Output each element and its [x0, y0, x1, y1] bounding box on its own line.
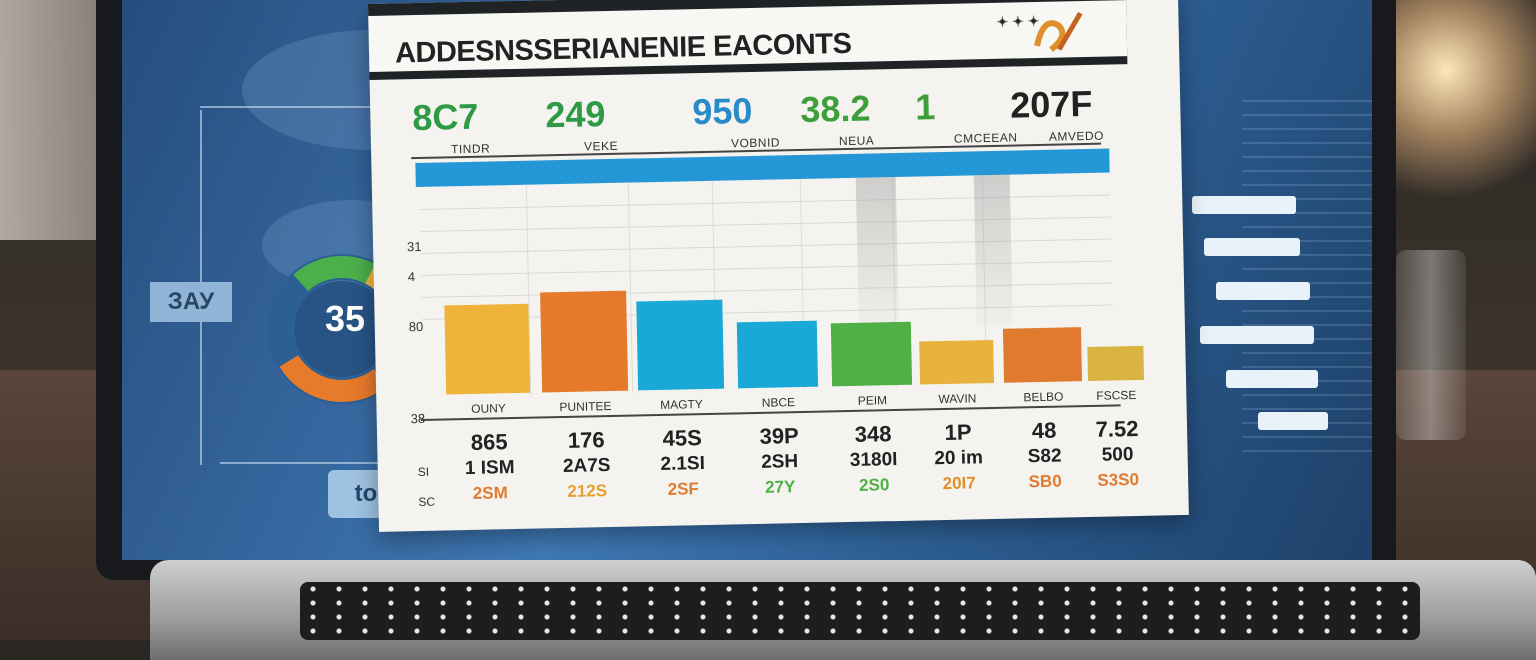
table-cell: 212S — [567, 481, 608, 501]
donut-segment — [293, 256, 376, 292]
keyboard — [300, 582, 1420, 640]
list-bar — [1258, 412, 1328, 430]
table-cell: 2SH — [760, 451, 799, 473]
kpi-value: 1 — [914, 86, 936, 128]
kpi-label: TINDR — [450, 141, 491, 157]
frame-line — [220, 462, 430, 464]
category-label: WAVIN — [938, 391, 977, 407]
list-bar — [1192, 196, 1296, 214]
bar-punitee — [540, 290, 629, 393]
bar-fscse — [1087, 345, 1145, 381]
bar-ouny — [444, 304, 531, 395]
y-tick-label: 80 — [408, 318, 424, 335]
table-cell: 20 im — [934, 447, 984, 470]
table-cell: 1P — [944, 419, 972, 446]
table-cell: 2SF — [667, 479, 700, 499]
window-light — [0, 0, 110, 240]
kpi-value: 950 — [691, 89, 753, 133]
frame-line — [200, 106, 410, 108]
category-label: NBCE — [761, 395, 796, 410]
table-cell: 20I7 — [942, 473, 976, 494]
y-tick-label: 4 — [407, 269, 416, 285]
list-bar — [1200, 326, 1314, 344]
kpi-label: NEUA — [838, 133, 875, 149]
row-label: SC — [418, 494, 436, 510]
kpi-value: 8C7 — [411, 95, 479, 139]
bar-nbce — [736, 320, 819, 389]
column-shade — [855, 176, 899, 328]
report-logo: ✦ ✦ ✦ — [996, 11, 1083, 53]
table-cell: 865 — [470, 429, 508, 455]
table-cell: 176 — [567, 427, 605, 453]
category-label: PEIM — [857, 393, 888, 408]
table-cell: 2S0 — [858, 475, 890, 495]
column-shade — [973, 174, 1013, 326]
table-cell: 2.1SI — [660, 453, 706, 475]
kpi-label: VEKE — [583, 138, 619, 154]
glass — [1396, 250, 1466, 440]
table-cell: 348 — [854, 421, 892, 447]
bar-magty — [636, 299, 725, 391]
list-bar — [1204, 238, 1300, 256]
gridline — [627, 182, 634, 393]
category-label: FSCSE — [1096, 387, 1137, 403]
y-tick-label: 31 — [406, 238, 422, 255]
kpi-value: 207F — [1009, 82, 1093, 126]
list-bar — [1216, 282, 1310, 300]
bar-peim — [830, 321, 913, 387]
right-panel-stripes — [1242, 100, 1372, 460]
list-bar — [1226, 370, 1318, 388]
svg-text:✦ ✦ ✦: ✦ ✦ ✦ — [996, 13, 1040, 30]
table-cell: 500 — [1101, 444, 1134, 466]
category-label: PUNITEE — [559, 398, 612, 415]
side-label: ЗАУ — [150, 282, 232, 322]
table-cell: 2A7S — [562, 455, 611, 478]
table-cell: 45S — [662, 425, 702, 451]
report-sheet: ADDESNSSERIANENIE EACONTS ✦ ✦ ✦ 8C7 TINDR… — [368, 0, 1189, 532]
donut-value: 35 — [324, 298, 366, 339]
kpi-value: 249 — [544, 93, 606, 136]
table-cell: 3180I — [849, 449, 898, 472]
kpi-label: CMCEEAN — [953, 130, 1018, 146]
kpi-label: VOBNID — [730, 135, 781, 151]
row-label: SI — [417, 464, 430, 480]
table-cell: 27Y — [764, 477, 796, 497]
kpi-label: AMVEDO — [1048, 128, 1105, 144]
category-label: MAGTY — [659, 397, 703, 412]
table-cell: S3S0 — [1097, 469, 1140, 490]
donut-segment — [279, 354, 388, 402]
table-cell: 1 ISM — [464, 457, 515, 480]
table-cell: 2SM — [472, 483, 508, 503]
category-label: OUNY — [471, 401, 506, 416]
bar-wavin — [919, 340, 995, 385]
kpi-value: 38.2 — [799, 87, 871, 130]
bar-belbo — [1002, 326, 1083, 383]
table-cell: 7.52 — [1095, 415, 1139, 442]
table-cell: 39P — [759, 423, 799, 449]
